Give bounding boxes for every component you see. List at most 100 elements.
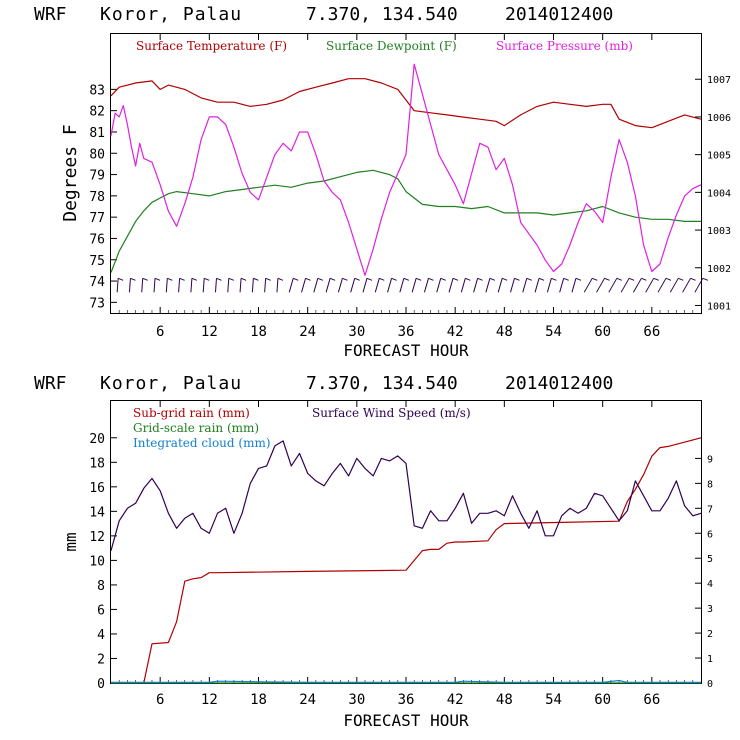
wind-barb (559, 277, 569, 293)
wind-barb (153, 277, 161, 293)
wind-barb-flag (317, 277, 323, 281)
wind-barb-shaft (436, 278, 442, 293)
wind-barb-shaft (128, 278, 131, 293)
wind-barb-shaft (497, 278, 503, 293)
y2-tick-label: 1006 (707, 113, 731, 124)
wind-barb-shaft (571, 278, 577, 293)
wind-barb-flag (702, 277, 709, 281)
wind-barb-flag (354, 277, 360, 281)
wind-barb-shaft (682, 278, 691, 293)
y2-tick-label: 1005 (707, 151, 731, 162)
wind-barb-flag (678, 277, 684, 281)
y2-tick-label: 1003 (707, 226, 731, 237)
y-tick-label: 81 (89, 126, 105, 141)
y2-tick-label: 7 (707, 504, 713, 515)
wind-barb (190, 277, 198, 293)
wind-barb-flag (167, 277, 173, 281)
y2-tick-label: 1002 (707, 264, 731, 275)
y2-tick-label: 8 (707, 479, 713, 490)
panel2-series (110, 437, 702, 684)
x-tick-label: 54 (545, 324, 562, 340)
wind-barb-shaft (374, 278, 380, 293)
wind-barb (509, 277, 520, 293)
wind-barb-flag (204, 277, 210, 281)
wind-barb-flag (415, 277, 422, 281)
x-tick-label: 30 (348, 324, 365, 340)
wind-barb-shaft (251, 278, 254, 293)
wind-barb-shaft (596, 278, 605, 293)
surface-temperature-f-line (110, 78, 702, 129)
wind-barb (116, 277, 124, 293)
wind-barb (534, 277, 545, 293)
wind-barb-flag (616, 277, 622, 281)
wind-barb-shaft (485, 278, 491, 293)
wind-barb-shaft (509, 278, 515, 293)
wind-barb-shaft (423, 278, 429, 293)
wind-barb-shaft (276, 278, 279, 293)
wind-barb-flag (277, 277, 284, 281)
wind-barb-shaft (337, 278, 343, 293)
wind-barb-flag (391, 277, 397, 281)
panel1-axes: 6 12 18 24 30 36 42 48 54 60 66 73 74 75 76 77 78 79 80 81 8… (89, 34, 731, 340)
wind-barb-flag (465, 277, 471, 281)
panel1-y-axis-label: Degrees F (60, 124, 81, 222)
wind-barb-flag (117, 277, 124, 281)
wind-barb-flag (130, 277, 136, 281)
wind-barb (239, 277, 247, 293)
header2-coords: 7.370, 134.540 (306, 373, 458, 394)
wind-barb (362, 277, 373, 293)
wind-barb (227, 277, 234, 293)
wind-barb-flag (329, 277, 336, 281)
y-tick-label: 6 (97, 603, 105, 618)
x-tick-label: 42 (447, 324, 464, 340)
wind-barb-flag (502, 277, 508, 281)
surface-pressure-mb-line (110, 63, 702, 276)
wind-barb-flag (305, 277, 311, 281)
header2-run: 2014012400 (505, 373, 613, 394)
y2-tick-label: 4 (707, 579, 713, 590)
y2-tick-label: 1001 (707, 301, 731, 312)
wind-barb (596, 277, 610, 293)
legend-sub-grid-rain: Sub-grid rain (mm) (133, 406, 250, 420)
wind-barb-shaft (362, 278, 368, 293)
y-tick-label: 2 (97, 652, 105, 667)
wind-barb-shaft (608, 278, 618, 293)
wind-barb (337, 277, 348, 293)
wind-barb (264, 277, 271, 293)
wind-barb (214, 277, 222, 293)
panel1-plot-area (110, 33, 702, 314)
x-tick-label: 24 (299, 324, 316, 340)
wind-barb-shaft (534, 278, 540, 293)
x-tick-label: 60 (594, 324, 611, 340)
wind-barb (423, 277, 434, 293)
wind-barb (301, 277, 311, 293)
y-tick-label: 4 (97, 628, 105, 643)
wind-barb-shaft (116, 278, 119, 293)
wind-barb-flag (379, 277, 385, 281)
wind-barb-shaft (694, 278, 704, 293)
wind-barb-shaft (387, 278, 393, 293)
wind-barb-flag (526, 277, 532, 281)
x-tick-label: 24 (299, 692, 316, 708)
header-run: 2014012400 (505, 4, 613, 25)
wind-barb-shaft (227, 278, 230, 293)
wind-barb-flag (489, 277, 496, 281)
x-tick-label: 42 (447, 692, 464, 708)
header-model: WRF (34, 4, 67, 25)
x-tick-label: 12 (201, 692, 218, 708)
wind-barb (632, 277, 647, 293)
wind-barb-shaft (546, 278, 552, 293)
wind-barb-flag (452, 277, 459, 281)
y2-tick-label: 3 (707, 604, 713, 615)
wind-barb-flag (293, 277, 299, 281)
wind-barb-flag (477, 277, 483, 281)
y-tick-label: 76 (89, 232, 105, 247)
wind-barb-flag (428, 277, 434, 281)
y-tick-label: 20 (89, 432, 105, 447)
wind-barb-shaft (301, 278, 307, 293)
y2-tick-label: 6 (707, 529, 713, 540)
y2-tick-label: 5 (707, 554, 713, 565)
wind-barb-shaft (473, 278, 479, 293)
wind-barb-flag (628, 277, 635, 281)
